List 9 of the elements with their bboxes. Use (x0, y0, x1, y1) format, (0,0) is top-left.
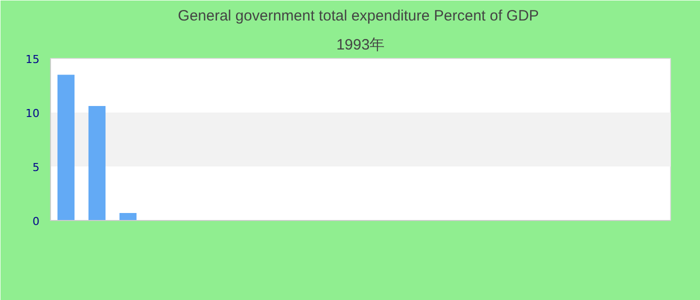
y-tick-label: 15 (26, 53, 40, 66)
y-tick-label: 5 (32, 161, 40, 174)
bar (119, 212, 137, 220)
y-tick-label: 10 (26, 107, 40, 120)
chart-subtitle: 1993年 (336, 36, 385, 54)
bar (57, 74, 75, 220)
bar (88, 106, 106, 220)
y-tick-label: 0 (32, 215, 40, 228)
chart-title: General government total expenditure Percent of GDP (178, 8, 539, 24)
